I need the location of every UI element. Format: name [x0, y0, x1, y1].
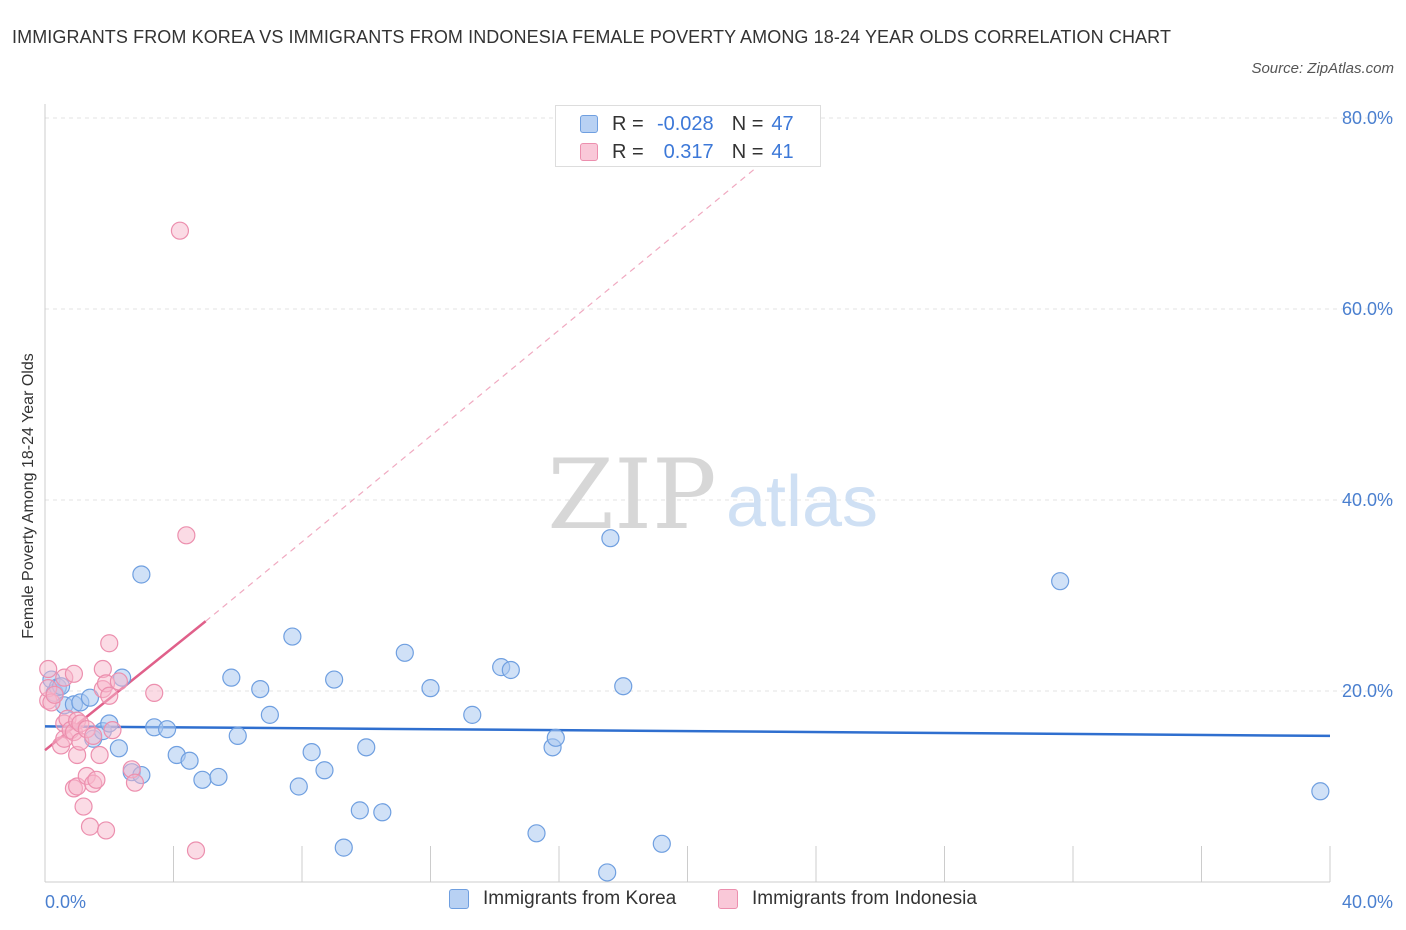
point-indonesia	[177, 526, 196, 545]
point-korea	[251, 679, 270, 699]
y-tick-label: 20.0%	[1342, 681, 1393, 701]
point-korea	[546, 728, 565, 747]
point-korea	[601, 529, 620, 548]
point-indonesia	[74, 797, 93, 816]
series-legend: Immigrants from Korea Immigrants from In…	[0, 888, 1406, 916]
series-swatch-korea	[449, 889, 469, 909]
point-indonesia	[145, 683, 164, 703]
x-tick-label: 0.0%	[45, 892, 86, 912]
point-korea	[357, 738, 376, 757]
point-indonesia	[100, 686, 119, 705]
legend-swatch-indonesia	[580, 143, 598, 161]
point-korea	[527, 824, 546, 843]
trend-line-korea	[44, 725, 1331, 738]
point-korea	[157, 720, 177, 739]
point-korea	[132, 565, 151, 584]
legend-n-label: N =	[731, 112, 764, 135]
point-indonesia	[186, 841, 206, 860]
series-swatch-indonesia	[718, 889, 738, 909]
point-korea	[283, 627, 302, 646]
point-korea	[180, 751, 199, 770]
legend-r-indonesia: 0.317	[663, 140, 714, 163]
point-korea	[109, 739, 128, 758]
legend-row-indonesia: R = 0.317 N = 41	[580, 140, 794, 164]
legend-swatch-korea	[580, 115, 598, 133]
data-points	[39, 221, 1330, 882]
point-indonesia	[39, 659, 58, 679]
y-tick-label: 80.0%	[1342, 108, 1393, 128]
point-korea	[80, 688, 100, 707]
point-korea	[209, 767, 228, 787]
point-indonesia	[103, 721, 122, 740]
point-korea	[193, 770, 212, 789]
point-korea	[598, 863, 617, 882]
point-indonesia	[96, 821, 116, 840]
stats-legend: R = -0.028 N = 47 R = 0.317 N = 41	[555, 105, 821, 167]
series-legend-indonesia: Immigrants from Indonesia	[718, 888, 977, 910]
legend-n-label: N =	[731, 140, 764, 163]
point-korea	[315, 761, 334, 780]
point-indonesia	[45, 685, 64, 704]
point-korea	[373, 803, 392, 822]
point-indonesia	[125, 773, 145, 792]
chart-title: IMMIGRANTS FROM KOREA VS IMMIGRANTS FROM…	[12, 27, 1172, 47]
point-korea	[1311, 782, 1330, 801]
trend-line-indonesia-extrapolated	[205, 157, 769, 622]
point-korea	[289, 777, 308, 796]
point-korea	[614, 677, 633, 696]
point-korea	[463, 705, 482, 724]
legend-r-korea: -0.028	[656, 112, 714, 135]
watermark: ZIP atlas	[547, 439, 878, 551]
legend-n-korea: 47	[771, 112, 794, 135]
point-korea	[228, 726, 247, 745]
tick-labels: 20.0% 40.0% 60.0% 80.0% 0.0% 40.0%	[45, 108, 1393, 912]
point-indonesia	[100, 634, 119, 653]
watermark-zip: ZIP	[547, 439, 716, 551]
legend-r-label: R =	[612, 112, 644, 135]
point-korea	[395, 643, 414, 662]
point-indonesia	[84, 726, 103, 745]
point-korea	[501, 660, 520, 680]
point-korea	[325, 670, 344, 689]
point-korea	[652, 834, 671, 853]
series-legend-indonesia-label: Immigrants from Indonesia	[752, 888, 977, 909]
x-tick-label: 40.0%	[1342, 892, 1393, 912]
point-indonesia	[64, 664, 84, 683]
watermark-atlas: atlas	[726, 462, 878, 542]
y-tick-label: 40.0%	[1342, 490, 1393, 510]
point-indonesia	[90, 745, 109, 765]
point-korea	[302, 743, 321, 762]
legend-n-indonesia: 41	[771, 140, 794, 163]
point-korea	[334, 838, 353, 857]
point-indonesia	[109, 672, 128, 691]
point-korea	[260, 705, 279, 724]
point-korea	[421, 679, 440, 698]
point-korea	[222, 668, 241, 687]
legend-row-korea: R = -0.028 N = 47	[580, 112, 794, 136]
point-korea	[1051, 572, 1070, 591]
point-indonesia	[80, 817, 100, 836]
axes	[44, 104, 1331, 883]
series-legend-korea-label: Immigrants from Korea	[483, 888, 677, 909]
series-legend-korea: Immigrants from Korea	[449, 888, 676, 910]
point-korea	[350, 801, 369, 820]
point-indonesia	[170, 221, 190, 240]
point-indonesia	[87, 770, 106, 789]
y-tick-label: 60.0%	[1342, 299, 1393, 319]
grid-lines	[45, 117, 1395, 692]
legend-r-label: R =	[612, 140, 644, 163]
source-label: Source: ZipAtlas.com	[1251, 60, 1394, 77]
